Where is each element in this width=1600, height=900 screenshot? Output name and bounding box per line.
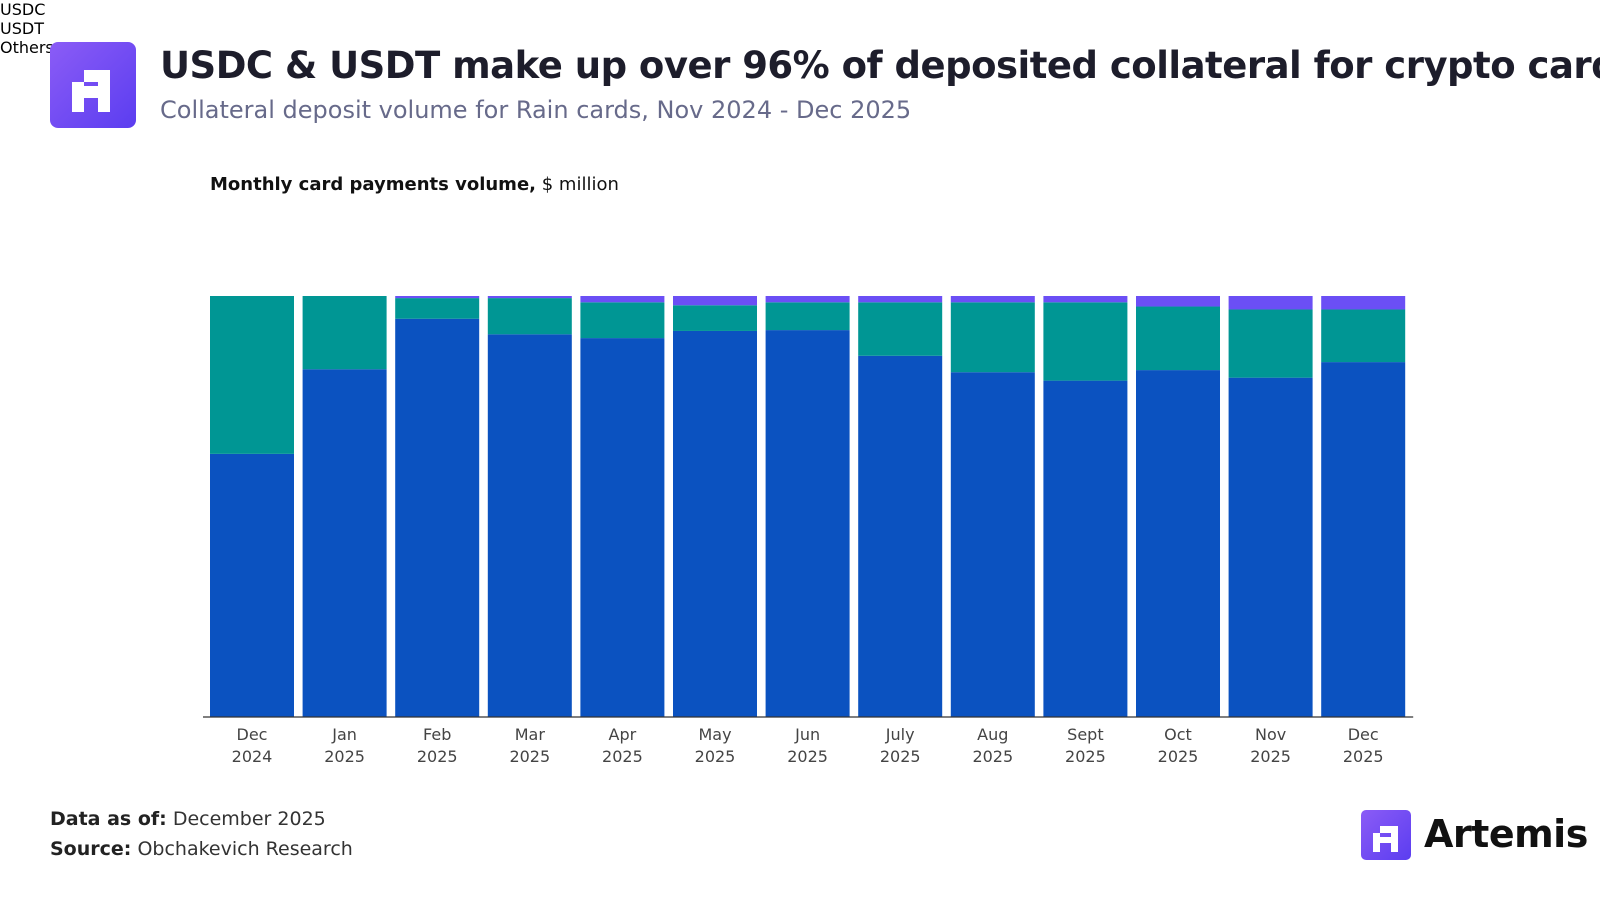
x-tick-label: Apr 2025 xyxy=(602,725,643,766)
bar-segment xyxy=(673,330,757,717)
bar-segment xyxy=(1043,296,1128,303)
brand-logo xyxy=(1361,810,1411,860)
bar-segment xyxy=(1228,309,1313,378)
x-tick-label: Dec 2025 xyxy=(1342,725,1384,766)
x-tick-label: Jan 2025 xyxy=(324,725,365,766)
legend-item: USDC xyxy=(0,0,1600,19)
footer-source: Source: Obchakevich Research xyxy=(50,838,353,860)
bar-segment xyxy=(487,296,572,299)
bar-segment xyxy=(210,453,294,717)
bar-segment xyxy=(302,296,387,370)
bar-segment xyxy=(1228,296,1313,310)
bar-segment xyxy=(673,305,757,331)
brand: Artemis xyxy=(1424,812,1588,856)
bar-segment xyxy=(858,302,943,356)
bar-segment xyxy=(765,296,850,303)
unit: $ million xyxy=(541,174,619,195)
bar-segment xyxy=(487,298,572,335)
footer-date: Data as of: December 2025 xyxy=(50,808,326,830)
bar-segment xyxy=(210,296,294,454)
bar-segment xyxy=(950,302,1035,373)
legend: USDC USDT Others xyxy=(0,0,1600,57)
x-tick-label: Mar 2025 xyxy=(509,725,551,766)
bar-segment xyxy=(765,330,850,717)
bar-segment xyxy=(1043,302,1128,381)
bar-segment xyxy=(1136,306,1220,371)
chart-title: Monthly card payments volume, $ million xyxy=(210,174,619,195)
x-tick-label: Oct 2025 xyxy=(1157,725,1199,766)
label: Data as of: xyxy=(50,808,167,830)
value: Obchakevich Research xyxy=(137,838,353,860)
legend-label: USDT xyxy=(0,19,44,38)
bar-segment xyxy=(302,369,387,717)
bar-segment xyxy=(1136,370,1220,717)
bar-segment xyxy=(487,334,572,717)
bar-segment xyxy=(1043,380,1128,717)
label: Source: xyxy=(50,838,132,860)
bar-segment xyxy=(1321,296,1406,310)
x-tick-label: Sept 2025 xyxy=(1065,725,1106,766)
bar-segment xyxy=(580,302,665,339)
bar-segment xyxy=(580,338,665,717)
bar-segment xyxy=(395,318,480,717)
legend-label: Others xyxy=(0,38,54,57)
bar-segment xyxy=(1136,296,1220,307)
bar-segment xyxy=(395,298,480,319)
chart-title-text: Monthly card payments volume, xyxy=(210,174,536,195)
legend-label: USDC xyxy=(0,0,46,19)
bar-segment xyxy=(1228,377,1313,717)
x-tick-label: May 2025 xyxy=(694,725,736,766)
legend-item: Others xyxy=(0,38,1600,57)
subtitle: Collateral deposit volume for Rain cards… xyxy=(160,96,912,124)
logo xyxy=(50,42,136,128)
bar-segment xyxy=(858,355,943,717)
x-tick-label: Nov 2025 xyxy=(1250,725,1291,766)
x-tick-label: Dec 2024 xyxy=(231,725,273,766)
bar-segment xyxy=(395,296,480,299)
bar-segment xyxy=(673,296,757,306)
bar-segment xyxy=(950,296,1035,303)
title: USDC & USDT make up over 96% of deposite… xyxy=(160,44,1600,87)
bar-segment xyxy=(858,296,943,303)
x-tick-label: Feb 2025 xyxy=(416,725,458,766)
bar-segment xyxy=(950,372,1035,717)
bar-segment xyxy=(1321,309,1406,363)
x-tick-label: Jun 2025 xyxy=(787,725,828,766)
bar-segment xyxy=(1321,362,1406,717)
bar-segment xyxy=(580,296,665,303)
value: December 2025 xyxy=(172,808,326,830)
x-tick-label: Aug 2025 xyxy=(972,725,1014,766)
legend-item: USDT xyxy=(0,19,1600,38)
x-tick-label: July 2025 xyxy=(879,725,921,766)
bar-segment xyxy=(765,302,850,331)
